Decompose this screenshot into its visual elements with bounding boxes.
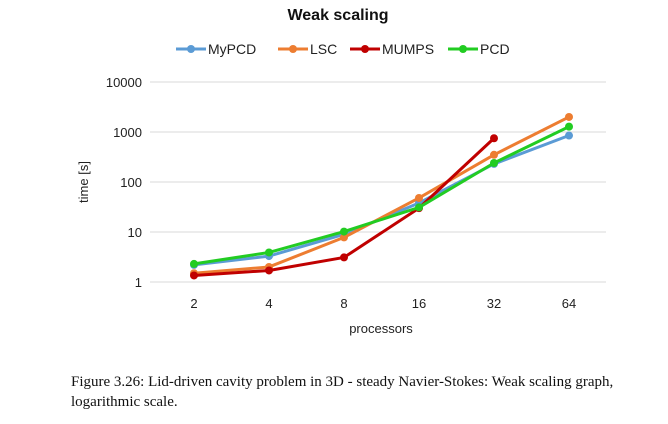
data-point: [415, 193, 423, 202]
x-axis: 2 4 8 16 32 64: [190, 296, 576, 311]
y-tick-label: 1: [135, 275, 142, 290]
legend-label: MUMPS: [382, 41, 434, 57]
data-point: [340, 227, 348, 236]
data-point: [490, 158, 498, 167]
x-tick-label: 8: [340, 296, 347, 311]
y-tick-label: 100: [120, 175, 142, 190]
chart: Weak scaling MyPCD LSC MUMPS PCD 1 10 100 1000…: [76, 7, 606, 336]
series-lsc: [190, 112, 573, 278]
data-point: [265, 266, 273, 275]
legend: MyPCD LSC MUMPS PCD: [176, 41, 510, 57]
data-point: [415, 203, 423, 212]
data-point: [340, 233, 348, 242]
y-tick-label: 10: [128, 225, 142, 240]
legend-marker: [361, 45, 369, 53]
x-tick-label: 32: [487, 296, 501, 311]
data-point: [340, 253, 348, 262]
data-point: [490, 150, 498, 159]
x-tick-label: 2: [190, 296, 197, 311]
legend-label: MyPCD: [208, 41, 256, 57]
figure-caption: Figure 3.26: Lid-driven cavity problem i…: [71, 374, 614, 410]
x-tick-label: 16: [412, 296, 426, 311]
chart-title: Weak scaling: [287, 7, 388, 24]
legend-marker: [187, 45, 195, 53]
data-point: [190, 271, 198, 280]
legend-item-lsc: LSC: [278, 41, 337, 57]
data-point: [565, 122, 573, 131]
y-axis-label: time [s]: [76, 161, 91, 203]
y-axis: 1 10 100 1000 10000: [106, 75, 142, 290]
legend-label: PCD: [480, 41, 510, 57]
data-point: [565, 112, 573, 121]
y-tick-label: 10000: [106, 75, 142, 90]
data-point: [565, 131, 573, 140]
legend-marker: [289, 45, 297, 53]
x-tick-label: 4: [265, 296, 272, 311]
series-pcd: [190, 122, 573, 268]
series-layer: [190, 112, 573, 280]
legend-marker: [459, 45, 467, 53]
x-tick-label: 64: [562, 296, 576, 311]
series-line: [193, 115, 570, 275]
legend-item-mypcd: MyPCD: [176, 41, 256, 57]
data-point: [190, 259, 198, 268]
legend-item-mumps: MUMPS: [350, 41, 434, 57]
gridlines: [150, 81, 606, 283]
y-tick-label: 1000: [113, 125, 142, 140]
data-point: [265, 248, 273, 257]
legend-label: LSC: [310, 41, 337, 57]
legend-item-pcd: PCD: [448, 41, 510, 57]
x-axis-label: processors: [349, 321, 413, 336]
series-line: [193, 125, 570, 266]
data-point: [490, 134, 498, 143]
series-mumps: [190, 134, 498, 280]
